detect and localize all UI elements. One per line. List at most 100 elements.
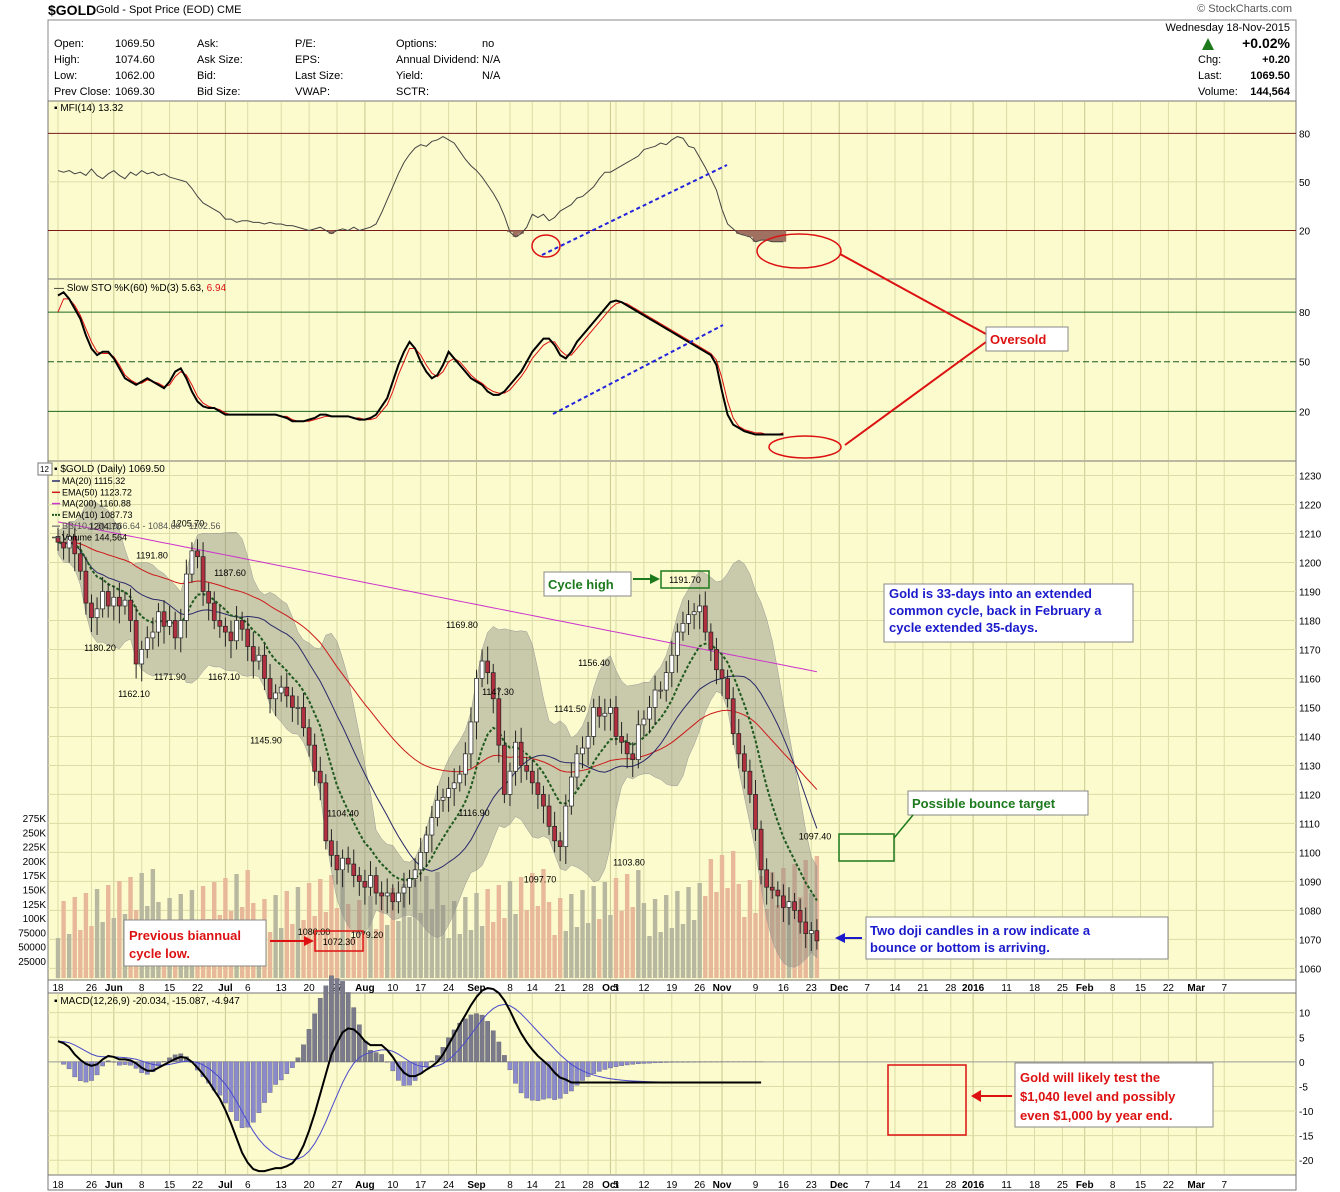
price-label: 1162.10 (118, 689, 150, 699)
macd-y-tick: -5 (1299, 1082, 1308, 1093)
price-label: 1080.00 (298, 927, 331, 937)
x-tick-label: Oct (602, 983, 619, 994)
quote-value: no (482, 38, 494, 50)
description-text: Gold - Spot Price (EOD) (96, 4, 214, 16)
quote-value: 1062.00 (115, 70, 155, 82)
volume-y-tick: 200K (23, 857, 47, 868)
candle-body (585, 736, 591, 749)
x-tick-label: Mar (1187, 1180, 1205, 1191)
x-tick-label: 27 (331, 1180, 343, 1191)
candle-body (183, 573, 189, 621)
last-label: Last: (1198, 70, 1222, 82)
volume-bar (507, 881, 513, 978)
price-label: 1116.90 (458, 808, 489, 818)
bollinger-band (57, 500, 818, 968)
candle-body (290, 695, 295, 708)
volume-bar (100, 922, 105, 978)
macd-histogram-bar (585, 1061, 591, 1077)
x-tick-label: 2016 (962, 983, 985, 994)
candle-body (652, 689, 658, 708)
macd-histogram-bar (334, 978, 340, 1063)
macd-y-tick: -15 (1299, 1132, 1314, 1143)
macd-histogram-bar (513, 1061, 518, 1084)
price-y-tick: 1090 (1299, 877, 1322, 888)
volume-bar (318, 879, 323, 978)
sto-y-tick: 50 (1299, 358, 1311, 369)
candle-body (407, 878, 412, 888)
macd-histogram-bar (396, 1061, 401, 1081)
candle-body (217, 620, 223, 627)
volume-bar (518, 877, 524, 978)
quote-label: EPS: (295, 54, 320, 66)
volume-bar (541, 869, 546, 978)
candle-body (189, 550, 195, 575)
macd-histogram-bar (83, 1061, 89, 1083)
volume-bar (747, 880, 753, 978)
x-tick-label: 24 (443, 1180, 455, 1191)
x-tick-label: 8 (139, 1180, 145, 1191)
macd-histogram-bar (608, 1061, 613, 1069)
x-tick-label: 13 (276, 1180, 288, 1191)
volume-bar (72, 897, 77, 978)
candle-body (613, 707, 619, 737)
test-note-box (1014, 1062, 1214, 1128)
volume-bar (552, 935, 557, 978)
volume-bar (301, 920, 306, 978)
candle-body (161, 611, 167, 627)
macd-y-tick: 5 (1299, 1033, 1305, 1044)
volume-bar (775, 905, 781, 978)
candle-body (250, 646, 256, 662)
candle-body (507, 770, 513, 795)
macd-y-tick: -10 (1299, 1107, 1314, 1118)
x-tick-label: 28 (945, 983, 957, 994)
sto-y-tick: 20 (1299, 407, 1311, 418)
candle-body (769, 886, 775, 891)
volume-bar (546, 902, 552, 978)
macd-histogram-bar (356, 1024, 362, 1063)
volume-bar (267, 932, 273, 978)
volume-bar (418, 913, 423, 978)
cycle-high-text: Cycle high (548, 577, 614, 592)
price-y-tick: 1130 (1299, 761, 1321, 772)
volume-bar (446, 938, 451, 978)
volume-y-tick: 175K (23, 871, 47, 882)
change-percent: +0.02% (1242, 35, 1290, 51)
x-tick-label: 8 (507, 1180, 513, 1191)
macd-histogram-bar (267, 1061, 273, 1093)
candle-body (256, 654, 262, 662)
arrow-left-icon (971, 1090, 981, 1102)
candle-body (808, 930, 814, 934)
quote-label: Yield: (396, 70, 423, 82)
candle-body (306, 727, 312, 746)
test-target-rect (887, 1064, 967, 1136)
macd-histogram-bar (669, 1061, 675, 1063)
mfi-line (57, 136, 784, 243)
volume-bar (664, 895, 669, 978)
price-label: 1187.60 (214, 568, 246, 578)
macd-histogram-bar (362, 1040, 368, 1063)
candle-body (373, 875, 379, 894)
x-tick-label: 14 (889, 983, 901, 994)
callout-line (844, 341, 987, 446)
candle-body (122, 599, 128, 607)
volume-bar (345, 904, 351, 978)
sto-trendline (552, 324, 724, 415)
macd-line (57, 987, 762, 1173)
x-tick-label: 22 (192, 1180, 204, 1191)
macd-histogram-bar (390, 1061, 396, 1072)
macd-histogram-bar (61, 1061, 66, 1065)
x-tick-label: 7 (864, 983, 870, 994)
candle-body (440, 796, 446, 801)
macd-histogram-bar (641, 1061, 647, 1064)
volume-bar (652, 899, 658, 978)
macd-histogram-bar (273, 1061, 278, 1085)
candle-body (278, 686, 284, 694)
candle-body (211, 602, 217, 621)
price-y-tick: 1220 (1299, 500, 1322, 511)
x-tick-label: Aug (355, 983, 374, 994)
price-label: 1180.20 (84, 643, 116, 653)
macd-histogram-bar (468, 1014, 474, 1063)
x-tick-label: 8 (507, 983, 513, 994)
volume-bar (368, 896, 373, 978)
